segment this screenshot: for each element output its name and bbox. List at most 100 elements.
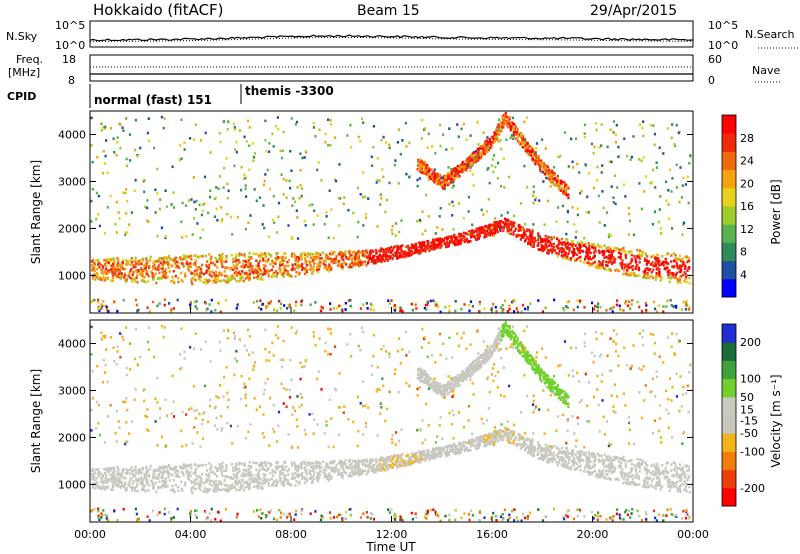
cpid-panel: CPID normal (fast) 151 themis -3300 [7,84,334,108]
power-cell [308,262,311,266]
power-cell [552,165,556,169]
power-cell [100,128,103,132]
power-cell [550,180,553,183]
velocity-cell [100,472,103,476]
power-cell [569,257,572,260]
power-cell [583,258,587,261]
velocity-cell [599,474,602,477]
velocity-cell [608,463,611,466]
power-cell [528,152,531,156]
power-cell [226,278,229,281]
power-cell [588,255,591,259]
power-cell [238,129,241,132]
velocity-cell [544,450,547,453]
power-cell [252,271,255,275]
power-cell [126,231,129,235]
velocity-cell [324,465,327,469]
power-cell [98,309,101,312]
velocity-cell [256,476,260,480]
power-cell [485,234,488,238]
velocity-cell [630,459,633,462]
power-cell [643,257,647,261]
power-cell [348,257,351,261]
velocity-cell [180,480,183,484]
velocity-cell [646,480,649,484]
power-cell [594,246,597,249]
power-cell [682,176,685,180]
power-cell [425,165,428,168]
power-cell [134,269,138,272]
power-cell [180,262,183,265]
power-cell [451,147,454,150]
power-cell [512,233,515,236]
power-cell [439,183,442,187]
power-cell [268,142,271,145]
power-cell [291,268,294,272]
power-cell [493,154,496,157]
power-cell [329,308,332,311]
power-cell [520,134,523,137]
power-cell [91,299,94,303]
velocity-cell [248,474,251,478]
power-cell [163,298,166,302]
velocity-cell [123,485,126,489]
colorbar-segment [722,206,736,225]
power-cell [504,221,507,224]
velocity-cell [132,486,135,489]
power-cell [504,111,507,115]
power-cell [633,254,636,258]
power-cell [529,234,532,238]
power-cell [675,261,678,265]
velocity-cell [537,457,540,460]
power-cell [636,253,639,257]
power-cell [142,279,145,283]
power-cell [622,272,625,276]
power-cell [280,156,284,160]
power-cell [421,210,424,213]
power-cell [679,254,682,257]
power-cell [380,138,383,142]
power-cell [588,244,591,248]
power-cell [440,244,443,248]
power-cell [674,304,678,308]
velocity-cell [662,473,665,476]
power-cell [468,155,471,159]
power-cell [364,216,368,220]
power-cell [580,190,583,193]
power-cell [262,263,265,267]
power-cell [203,175,207,179]
power-cell [215,281,218,284]
power-cell [617,256,620,259]
velocity-cell [499,438,502,441]
velocity-cell [351,470,354,474]
power-cell [547,173,551,177]
power-cell [294,123,297,126]
power-cell [132,271,135,274]
power-cell [154,272,157,276]
power-cell [471,234,474,238]
power-cell [119,269,122,272]
power-cell [504,222,507,226]
power-cell [526,305,530,309]
velocity-cell [291,472,294,476]
velocity-cell [290,484,293,487]
power-cell [212,281,216,284]
power-cell [105,258,108,262]
power-cell [121,275,124,278]
power-cell [491,135,494,139]
power-cell [469,169,472,173]
power-cell [280,173,283,177]
power-cell [675,123,678,127]
power-cell [297,266,300,270]
velocity-cell [638,470,641,473]
velocity-cell [567,452,570,455]
power-cell [439,246,442,249]
power-cell [225,254,228,258]
power-cell [679,281,682,285]
power-cell [107,269,111,273]
velocity-cell [119,486,122,489]
power-cell [144,267,147,271]
power-cell [283,269,286,273]
power-cell [344,308,347,311]
power-cell [235,279,238,283]
